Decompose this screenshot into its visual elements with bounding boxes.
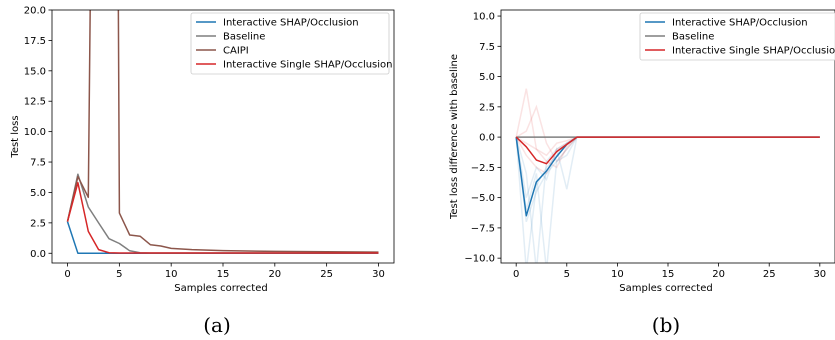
x-tick-label: 0: [513, 269, 519, 280]
faint-run-line-7: [515, 136, 578, 263]
x-tick-label: 20: [268, 269, 281, 280]
legend: Interactive SHAP/Occlusion Baseline Intera…: [639, 12, 835, 61]
y-tick-label: −7.5: [471, 223, 495, 234]
series-line-2: [66, 173, 379, 254]
legend-label-2: Baseline: [672, 32, 714, 43]
x-tick-label: 25: [763, 269, 776, 280]
faint-run-line-5: [515, 136, 578, 263]
y-tick-label: 10.0: [24, 127, 46, 138]
legend-label-1: Interactive SHAP/Occlusion: [223, 18, 359, 29]
series-line-3: [66, 10, 379, 253]
faint-run-line-6: [515, 136, 578, 263]
x-tick-label: 0: [64, 269, 70, 280]
x-tick-label: 10: [611, 269, 624, 280]
legend-box: [190, 12, 390, 75]
x-tick-label: 20: [712, 269, 725, 280]
x-axis-label: Samples corrected: [174, 283, 267, 294]
chart-panel-1: 0 5 10 15 20 25 30 0.0 2.5 5.0 7.5 10.0 12.5 15.0 17.5…: [10, 6, 395, 337]
y-tick-label: 17.5: [24, 36, 46, 47]
plot-area: [66, 10, 379, 255]
panel-caption: (b): [652, 313, 680, 337]
faint-run-line-3: [515, 136, 578, 175]
y-tick-label: 12.5: [24, 97, 46, 108]
x-tick-label: 10: [165, 269, 178, 280]
y-tick-label: 7.5: [479, 42, 495, 53]
series-line-1: [66, 221, 379, 255]
x-tick-label: 15: [217, 269, 230, 280]
legend-label-2: Baseline: [223, 32, 265, 43]
y-tick-label: 10.0: [473, 12, 495, 23]
x-tick-label: 15: [662, 269, 675, 280]
plot-area: [515, 88, 820, 263]
y-tick-label: 7.5: [30, 158, 46, 169]
x-tick-label: 30: [813, 269, 826, 280]
legend-label-3: Interactive Single SHAP/Occlusion: [672, 46, 835, 57]
x-tick-label: 5: [116, 269, 122, 280]
y-axis-label: Test loss: [10, 115, 21, 158]
y-tick-label: −10.0: [464, 254, 495, 265]
legend-label-3: CAIPI: [223, 46, 249, 57]
y-tick-label: 2.5: [479, 102, 495, 113]
chart-panel-2: 0 5 10 15 20 25 30 −10.0 −7.5 −5.0 −2.5 0.0 2.5 5.0 7.…: [449, 9, 835, 337]
faint-run-line-1: [515, 88, 578, 157]
series-line-4: [66, 181, 379, 254]
x-tick-label: 5: [564, 269, 570, 280]
y-tick-label: 0.0: [30, 249, 46, 260]
legend-label-4: Interactive Single SHAP/Occlusion: [223, 60, 393, 71]
legend-box: [639, 12, 835, 61]
faint-run-line-4: [515, 136, 578, 169]
y-tick-label: −2.5: [471, 163, 495, 174]
legend-label-1: Interactive SHAP/Occlusion: [672, 18, 808, 29]
y-tick-label: 0.0: [479, 133, 495, 144]
y-tick-label: −5.0: [471, 193, 495, 204]
y-tick-label: 20.0: [24, 6, 46, 17]
faint-run-line-2: [515, 104, 578, 163]
y-axis-label: Test loss difference with baseline: [449, 54, 460, 220]
y-tick-label: 5.0: [479, 72, 495, 83]
faint-run-line-9: [515, 136, 578, 223]
legend: Interactive SHAP/Occlusion Baseline CAIPI I…: [190, 12, 393, 75]
panel-caption: (a): [203, 313, 231, 337]
y-tick-label: 2.5: [30, 218, 46, 229]
y-tick-label: 15.0: [24, 66, 46, 77]
x-axis-label: Samples corrected: [619, 283, 712, 294]
faint-run-line-8: [515, 136, 578, 198]
y-tick-label: 5.0: [30, 188, 46, 199]
x-tick-label: 25: [320, 269, 333, 280]
series-line-3: [515, 136, 820, 165]
x-tick-label: 30: [372, 269, 385, 280]
